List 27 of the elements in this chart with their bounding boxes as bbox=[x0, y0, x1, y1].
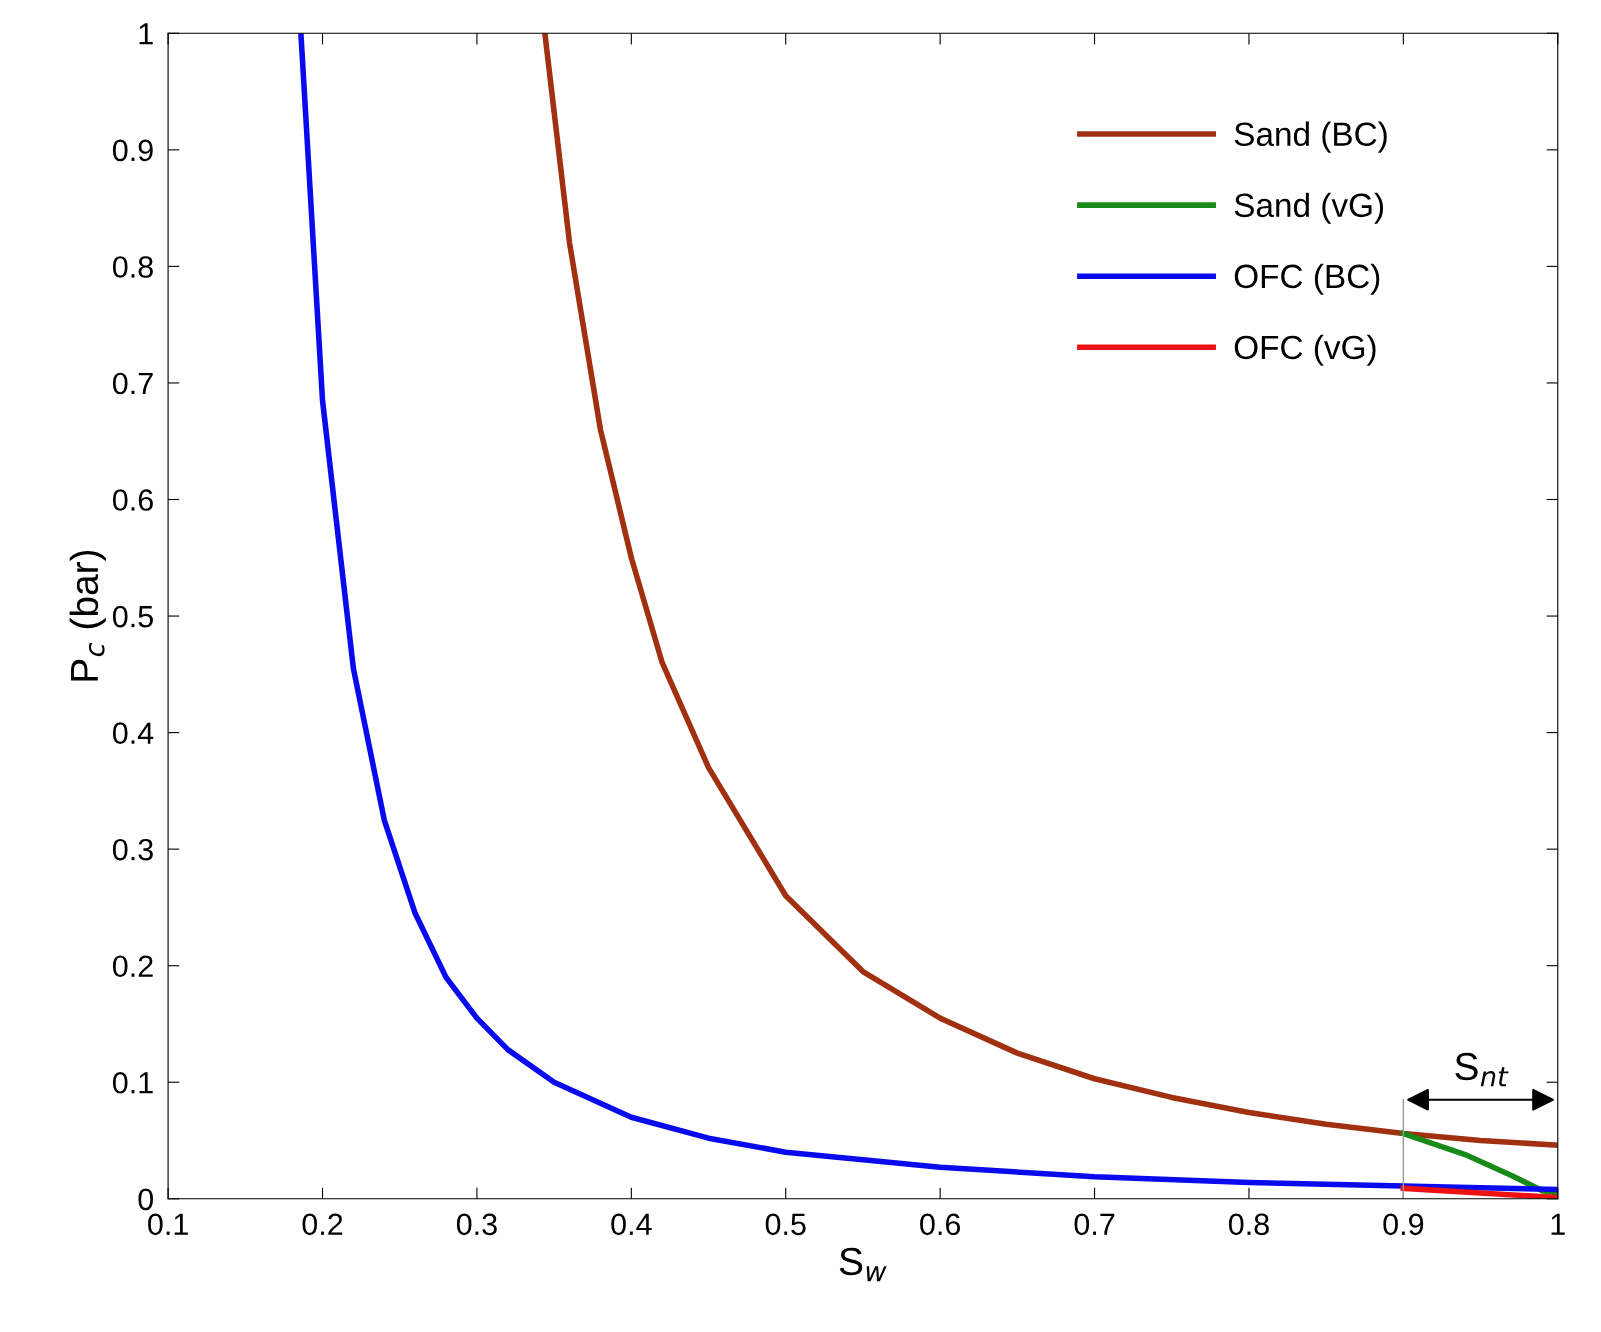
x-tick-label: 0.8 bbox=[1228, 1213, 1269, 1236]
x-tick-label: 0.6 bbox=[920, 1213, 961, 1236]
x-tick-label: 0.5 bbox=[765, 1213, 806, 1236]
y-tick-label: 0.3 bbox=[112, 838, 153, 861]
y-tick-label: 0 bbox=[138, 1188, 154, 1211]
x-tick-label: 0.2 bbox=[302, 1213, 343, 1236]
x-axis-title: S$_{w}$ bbox=[839, 1247, 887, 1282]
x-tick-label: 0.7 bbox=[1074, 1213, 1115, 1236]
x-tick-label: 0.4 bbox=[611, 1213, 652, 1236]
x-tick-label: 0.3 bbox=[456, 1213, 497, 1236]
y-tick-label: 0.9 bbox=[112, 139, 153, 162]
y-axis-title: P$_{c}$ (bar) bbox=[69, 550, 106, 681]
y-tick-label: 0.2 bbox=[112, 955, 153, 978]
y-tick-label: 1 bbox=[139, 23, 153, 45]
y-tick-label: 0.5 bbox=[112, 605, 153, 628]
legend-label: OFC (BC) bbox=[1234, 263, 1380, 295]
x-tick-label: 0.9 bbox=[1383, 1213, 1424, 1236]
y-tick-label: 0.8 bbox=[112, 256, 153, 278]
legend-label: Sand (BC) bbox=[1234, 121, 1387, 153]
y-tick-label: 0.1 bbox=[112, 1071, 153, 1094]
legend-label: Sand (vG) bbox=[1234, 192, 1384, 224]
y-tick-label: 0.6 bbox=[112, 489, 153, 511]
y-tick-label: 0.4 bbox=[112, 722, 154, 744]
y-tick-label: 0.7 bbox=[112, 372, 153, 395]
annotation: S$_{nt}$ bbox=[1455, 1052, 1509, 1087]
legend-label: OFC (vG) bbox=[1234, 334, 1376, 366]
x-tick-label: 1 bbox=[1551, 1213, 1565, 1235]
